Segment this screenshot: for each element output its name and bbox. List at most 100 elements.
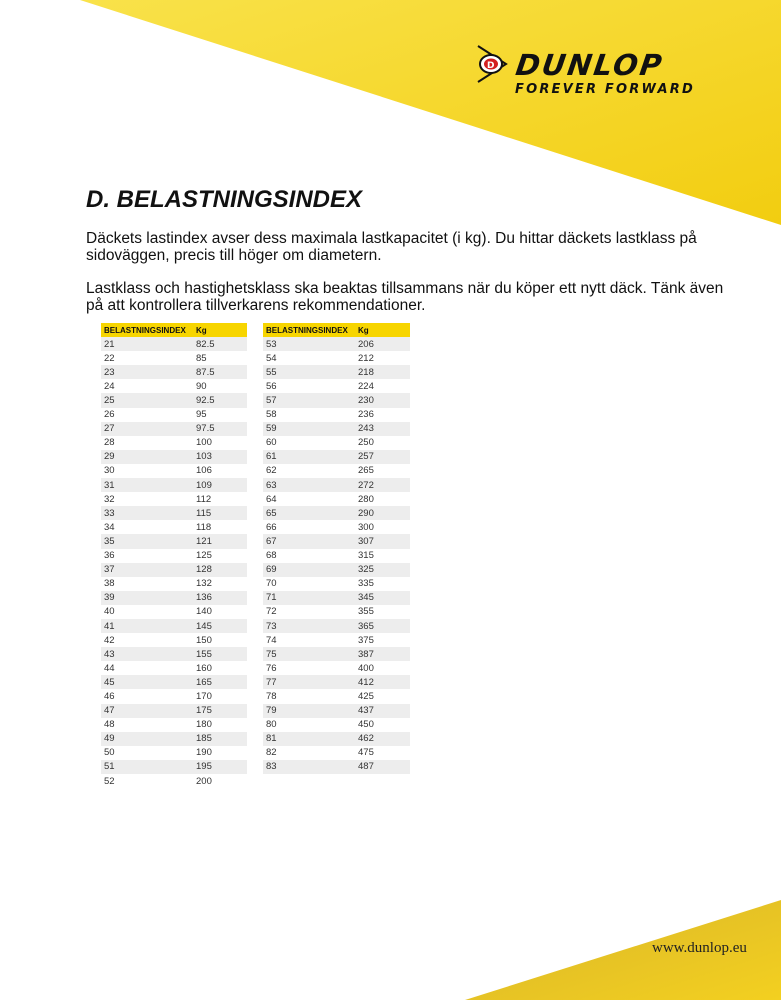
- kg-cell: 230: [355, 393, 410, 408]
- column-header-kg: Kg: [193, 323, 247, 338]
- kg-cell: 170: [196, 690, 212, 702]
- svg-text:D: D: [487, 61, 494, 71]
- kg-cell: 487: [355, 759, 410, 774]
- index-cell: 38: [104, 578, 115, 590]
- brand-tagline: FOREVER FORWARD: [515, 82, 695, 97]
- table-row: 24 90: [101, 379, 247, 393]
- index-cell: 80: [266, 719, 277, 731]
- kg-cell: 155: [193, 647, 247, 662]
- index-cell: 30: [104, 465, 115, 477]
- kg-cell: 121: [193, 534, 247, 549]
- kg-cell: 315: [358, 550, 374, 562]
- column-header-kg: Kg: [355, 323, 410, 338]
- index-cell: 62: [266, 465, 277, 477]
- index-cell: 29: [101, 449, 193, 464]
- index-cell: 25: [101, 393, 193, 408]
- table-row: 48 180: [101, 718, 247, 732]
- table-row: 77 412: [263, 675, 410, 690]
- kg-cell: 243: [355, 421, 410, 436]
- table-row: 67 307: [263, 534, 410, 549]
- kg-cell: 150: [196, 634, 212, 646]
- index-cell: 55: [263, 365, 355, 380]
- index-cell: 47: [101, 703, 193, 718]
- kg-cell: 257: [355, 449, 410, 464]
- index-cell: 50: [104, 747, 115, 759]
- index-cell: 70: [266, 578, 277, 590]
- index-cell: 45: [101, 675, 193, 690]
- table-row: 73 365: [263, 618, 410, 634]
- kg-cell: 195: [193, 759, 247, 774]
- index-cell: 52: [104, 775, 115, 787]
- table-row: 54 212: [263, 351, 410, 365]
- kg-cell: 106: [196, 465, 212, 477]
- kg-cell: 180: [196, 719, 212, 731]
- kg-cell: 97.5: [193, 421, 247, 436]
- footer-url[interactable]: www.dunlop.eu: [652, 940, 747, 956]
- table-row: 60 250: [263, 436, 410, 450]
- table-row: 33 115: [101, 506, 247, 521]
- index-cell: 33: [101, 506, 193, 521]
- table-row: 57 230: [263, 393, 410, 408]
- kg-cell: 206: [355, 337, 410, 352]
- kg-cell: 425: [358, 690, 374, 702]
- index-cell: 48: [104, 719, 115, 731]
- kg-cell: 462: [355, 731, 410, 746]
- index-cell: 21: [101, 337, 193, 352]
- index-cell: 79: [263, 703, 355, 718]
- index-cell: 54: [266, 352, 277, 364]
- table-row: 56 224: [263, 379, 410, 393]
- kg-cell: 115: [193, 506, 247, 521]
- kg-cell: 335: [358, 578, 374, 590]
- table-row: 35 121: [101, 534, 247, 549]
- kg-cell: 87.5: [193, 365, 247, 380]
- table-row: 30 106: [101, 464, 247, 478]
- load-index-table-right: BELASTNINGSINDEX Kg 53 206 54 212 55 218 56 224 57…: [263, 323, 410, 774]
- index-cell: 61: [263, 449, 355, 464]
- page-title: D. BELASTNINGSINDEX: [86, 186, 363, 213]
- index-cell: 68: [266, 550, 277, 562]
- kg-cell: 290: [355, 506, 410, 521]
- table-row: 82 475: [263, 746, 410, 760]
- index-cell: 60: [266, 437, 277, 449]
- index-cell: 75: [263, 647, 355, 662]
- table-row: 59 243: [263, 421, 410, 436]
- table-row: 39 136: [101, 590, 247, 605]
- table-row: 50 190: [101, 746, 247, 760]
- kg-cell: 185: [193, 731, 247, 746]
- index-cell: 49: [101, 731, 193, 746]
- index-cell: 74: [266, 634, 277, 646]
- kg-cell: 103: [193, 449, 247, 464]
- intro-paragraph: Däckets lastindex avser dess maximala la…: [86, 230, 697, 264]
- kg-cell: 92.5: [193, 393, 247, 408]
- table-row: 41 145: [101, 618, 247, 634]
- table-row: 61 257: [263, 449, 410, 464]
- index-cell: 69: [263, 562, 355, 577]
- kg-cell: 387: [355, 647, 410, 662]
- kg-cell: 95: [196, 409, 207, 421]
- kg-cell: 272: [355, 478, 410, 493]
- kg-cell: 307: [355, 534, 410, 549]
- table-row: 83 487: [263, 759, 410, 774]
- index-cell: 28: [104, 437, 115, 449]
- index-cell: 24: [104, 380, 115, 392]
- index-cell: 36: [104, 550, 115, 562]
- index-cell: 35: [101, 534, 193, 549]
- kg-cell: 160: [196, 662, 212, 674]
- table-row: 47 175: [101, 703, 247, 718]
- index-cell: 46: [104, 690, 115, 702]
- advice-paragraph: Lastklass och hastighetsklass ska beakta…: [86, 280, 724, 314]
- index-cell: 83: [263, 759, 355, 774]
- kg-cell: 165: [193, 675, 247, 690]
- table-row: 65 290: [263, 506, 410, 521]
- kg-cell: 118: [196, 521, 212, 533]
- kg-cell: 175: [193, 703, 247, 718]
- table-row: 43 155: [101, 647, 247, 662]
- index-cell: 27: [101, 421, 193, 436]
- index-cell: 66: [266, 521, 277, 533]
- table-row: 28 100: [101, 436, 247, 450]
- index-cell: 64: [266, 493, 277, 505]
- index-cell: 40: [104, 606, 115, 618]
- table-row: 74 375: [263, 633, 410, 647]
- kg-cell: 145: [193, 618, 247, 634]
- table-row: 68 315: [263, 549, 410, 563]
